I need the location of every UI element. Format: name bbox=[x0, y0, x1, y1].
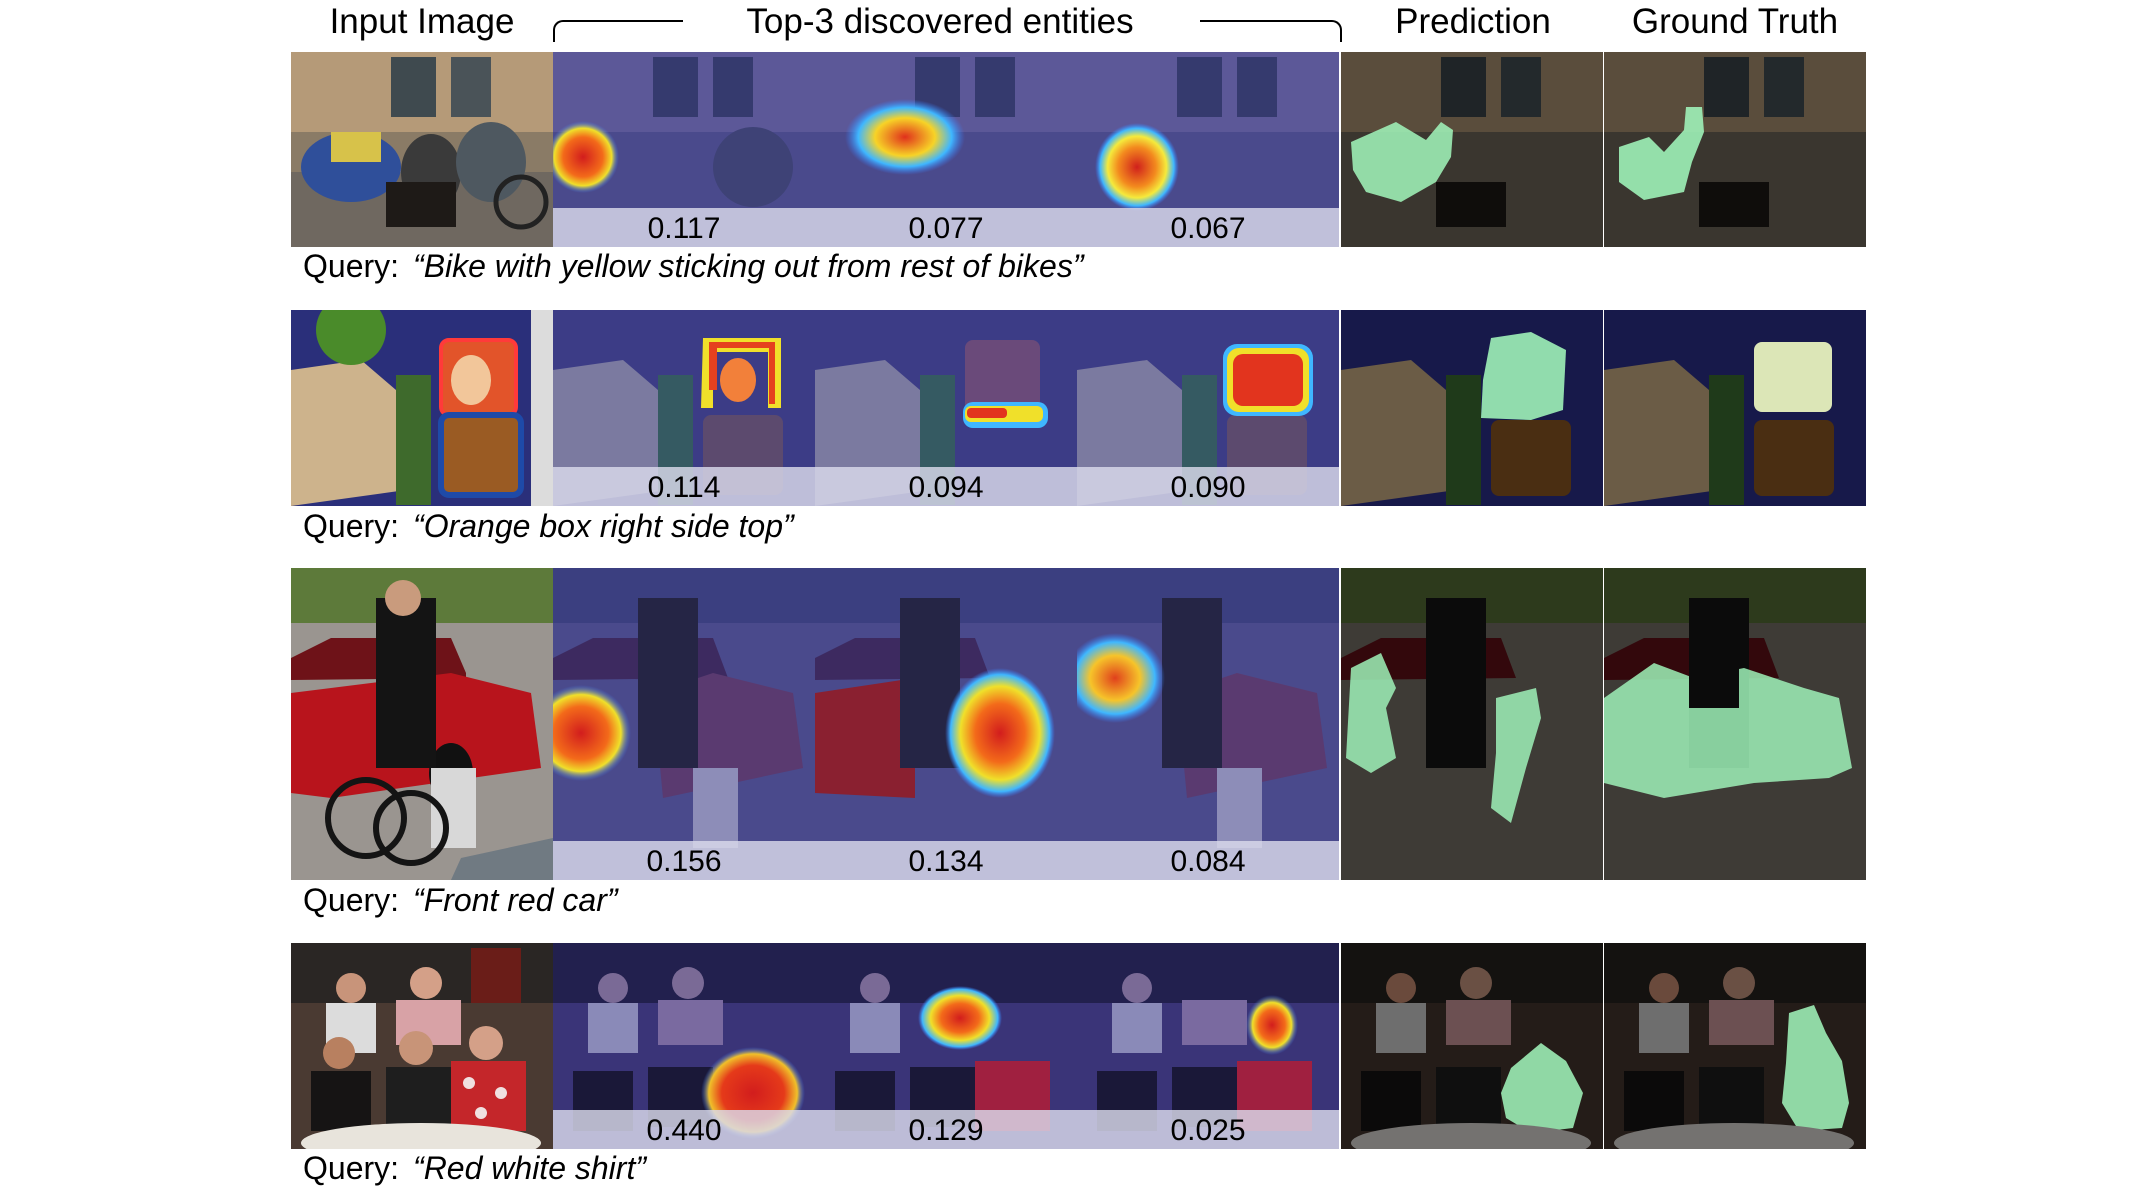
header-prediction: Prediction bbox=[1395, 2, 1551, 41]
score-band bbox=[553, 467, 815, 506]
entity-heatmap-3: 0.084 bbox=[1077, 568, 1339, 880]
score-band bbox=[1077, 467, 1339, 506]
query-caption-1: Query: “Bike with yellow sticking out fro… bbox=[303, 248, 1083, 285]
query-text: “Orange box right side top” bbox=[413, 508, 794, 544]
entity-score-1: 0.114 bbox=[647, 471, 721, 504]
entity-score-3: 0.067 bbox=[1170, 212, 1246, 245]
score-band bbox=[553, 208, 815, 247]
query-label: Query: bbox=[303, 1150, 400, 1186]
entity-heatmap-3: 0.090 bbox=[1077, 310, 1339, 506]
entity-heatmap-2: 0.077 bbox=[815, 52, 1077, 247]
score-band bbox=[1077, 1110, 1339, 1149]
entity-score-2: 0.094 bbox=[908, 471, 984, 504]
query-caption-4: Query: “Red white shirt” bbox=[303, 1150, 646, 1187]
query-text: “Front red car” bbox=[413, 882, 618, 918]
entity-score-1: 0.117 bbox=[647, 212, 721, 245]
entity-score-2: 0.129 bbox=[908, 1114, 984, 1147]
entity-heatmap-1: 0.114 bbox=[553, 310, 815, 506]
header-top3-entities: Top-3 discovered entities bbox=[746, 2, 1134, 41]
input-image bbox=[291, 568, 553, 880]
entities-bracket-left bbox=[553, 20, 683, 42]
header-ground-truth: Ground Truth bbox=[1631, 2, 1839, 41]
entity-score-3: 0.025 bbox=[1170, 1114, 1246, 1147]
entities-bracket-right bbox=[1200, 20, 1342, 42]
query-label: Query: bbox=[303, 248, 400, 284]
entity-score-1: 0.156 bbox=[646, 845, 722, 878]
entity-score-2: 0.134 bbox=[908, 845, 984, 878]
entity-heatmap-1: 0.440 bbox=[553, 943, 815, 1149]
entity-heatmap-2: 0.134 bbox=[815, 568, 1077, 880]
query-label: Query: bbox=[303, 882, 400, 918]
input-image bbox=[291, 52, 553, 247]
header-input-image: Input Image bbox=[329, 2, 515, 41]
query-text: “Red white shirt” bbox=[413, 1150, 646, 1186]
ground-truth-mask bbox=[1604, 943, 1866, 1149]
entity-heatmap-1: 0.156 bbox=[553, 568, 815, 880]
score-band bbox=[815, 841, 1077, 880]
entity-score-1: 0.440 bbox=[646, 1114, 722, 1147]
prediction-mask bbox=[1341, 943, 1603, 1149]
prediction-mask bbox=[1341, 568, 1603, 880]
query-caption-2: Query: “Orange box right side top” bbox=[303, 508, 794, 545]
entity-score-2: 0.077 bbox=[908, 212, 984, 245]
entity-heatmap-1: 0.117 bbox=[553, 52, 815, 247]
score-band bbox=[815, 467, 1077, 506]
score-band bbox=[815, 208, 1077, 247]
input-image bbox=[291, 310, 553, 506]
entity-heatmap-2: 0.094 bbox=[815, 310, 1077, 506]
score-band bbox=[815, 1110, 1077, 1149]
ground-truth-mask bbox=[1604, 310, 1866, 506]
query-caption-3: Query: “Front red car” bbox=[303, 882, 618, 919]
score-band bbox=[553, 1110, 815, 1149]
ground-truth-mask bbox=[1604, 52, 1866, 247]
query-label: Query: bbox=[303, 508, 400, 544]
entity-heatmap-2: 0.129 bbox=[815, 943, 1077, 1149]
result-row-2: 0.114 0.094 0.090 bbox=[291, 310, 1866, 506]
score-band bbox=[1077, 841, 1339, 880]
entity-score-3: 0.084 bbox=[1170, 845, 1246, 878]
query-text: “Bike with yellow sticking out from rest… bbox=[413, 248, 1084, 284]
input-image bbox=[291, 943, 553, 1149]
ground-truth-mask bbox=[1604, 568, 1866, 880]
prediction-mask bbox=[1341, 52, 1603, 247]
score-band bbox=[553, 841, 815, 880]
result-row-4: 0.440 0.129 bbox=[291, 943, 1866, 1149]
result-row-1: 0.117 0.077 0.067 bbox=[291, 52, 1866, 247]
entity-heatmap-3: 0.025 bbox=[1077, 943, 1339, 1149]
score-band bbox=[1077, 208, 1339, 247]
entity-score-3: 0.090 bbox=[1170, 471, 1246, 504]
prediction-mask bbox=[1341, 310, 1603, 506]
entity-heatmap-3: 0.067 bbox=[1077, 52, 1339, 247]
result-row-3: 0.156 0.134 0.084 bbox=[291, 568, 1866, 880]
